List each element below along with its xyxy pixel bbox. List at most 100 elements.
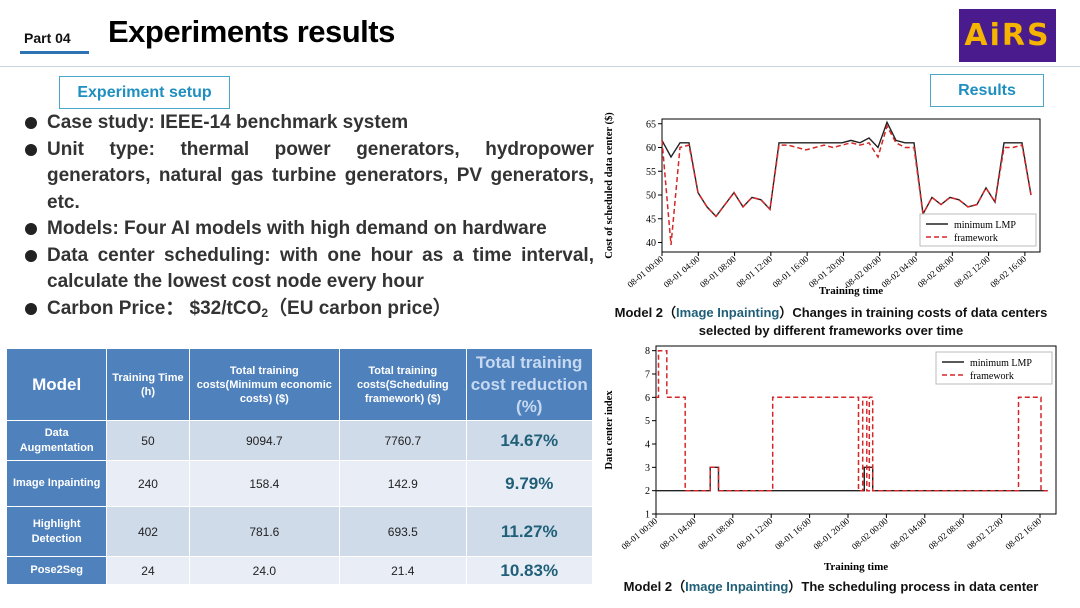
legend-label: framework <box>954 233 998 244</box>
cell-min-cost: 781.6 <box>188 506 341 557</box>
col-header-training-time: Training Time (h) <box>106 348 190 421</box>
cell-model: Image Inpainting <box>5 460 108 507</box>
cell-time: 240 <box>106 460 190 507</box>
cell-model: Pose2Seg <box>5 556 108 585</box>
cell-reduction: 9.79% <box>465 460 594 507</box>
x-tick-label: 08-02 04:00 <box>888 516 928 552</box>
table-row: Highlight Detection 402 781.6 693.5 11.2… <box>5 506 594 557</box>
x-tick-label: 08-01 12:00 <box>735 516 775 552</box>
y-tick-label: 65 <box>646 119 656 130</box>
x-tick-label: 08-01 08:00 <box>696 516 736 552</box>
chart1-caption-prefix: Model 2（ <box>614 305 677 320</box>
y-tick-label: 45 <box>646 214 656 225</box>
cell-framework-cost: 693.5 <box>339 506 467 557</box>
y-tick-label: 5 <box>645 416 650 427</box>
legend-box <box>935 351 1053 385</box>
series-framework-line <box>661 124 1032 245</box>
bullet-scheduling: Data center scheduling: with one hour as… <box>22 243 594 296</box>
y-tick-label: 50 <box>646 191 656 202</box>
plot-frame <box>661 118 1041 253</box>
x-tick-label: 08-01 12:00 <box>734 254 774 290</box>
cell-framework-cost: 7760.7 <box>339 420 467 461</box>
cell-min-cost: 158.4 <box>188 460 341 507</box>
series-min-lmp-line <box>656 466 1048 492</box>
x-tick-label: 08-01 00:00 <box>619 516 659 552</box>
x-tick-label: 08-02 08:00 <box>927 516 967 552</box>
cell-model: Data Augmentation <box>5 420 108 461</box>
cell-reduction: 10.83% <box>465 556 594 585</box>
part-label: Part 04 <box>24 30 71 46</box>
y-tick-label: 3 <box>645 463 650 474</box>
y-tick-label: 40 <box>646 238 656 249</box>
y-tick-label: 8 <box>645 346 650 357</box>
x-axis-label: Training time <box>819 285 883 297</box>
table-row: Data Augmentation 50 9094.7 7760.7 14.67… <box>5 420 594 461</box>
cell-time: 50 <box>106 420 190 461</box>
y-tick-label: 6 <box>645 393 650 404</box>
x-tick-label: 08-02 12:00 <box>965 516 1005 552</box>
x-tick-label: 08-02 16:00 <box>988 254 1028 290</box>
chart1-caption: Model 2（Image Inpainting）Changes in trai… <box>596 304 1066 340</box>
y-axis-label: Cost of scheduled data center ($) <box>604 112 615 259</box>
x-tick-label: 08-01 16:00 <box>770 254 810 290</box>
experiment-setup-label: Experiment setup <box>59 76 230 109</box>
table-row: Image Inpainting 240 158.4 142.9 9.79% <box>5 460 594 507</box>
chart1-caption-highlight: Image Inpainting <box>676 305 780 320</box>
results-label: Results <box>930 74 1044 107</box>
x-tick-label: 08-01 04:00 <box>658 516 698 552</box>
cell-framework-cost: 142.9 <box>339 460 467 507</box>
y-tick-label: 4 <box>645 440 650 451</box>
carbon-price-prefix: Carbon Price： $32/tCO <box>47 297 262 319</box>
page-title: Experiments results <box>108 14 395 49</box>
results-table: Model Training Time (h) Total training c… <box>5 348 594 585</box>
cell-min-cost: 24.0 <box>188 556 341 585</box>
y-tick-label: 60 <box>646 143 656 154</box>
x-tick-label: 08-01 04:00 <box>662 254 702 290</box>
table-header-row: Model Training Time (h) Total training c… <box>5 348 594 421</box>
y-tick-label: 7 <box>645 370 650 381</box>
legend-label: minimum LMP <box>954 220 1016 231</box>
cell-time: 402 <box>106 506 190 557</box>
bullet-models: Models: Four AI models with high demand … <box>22 216 594 243</box>
cell-reduction: 11.27% <box>465 506 594 557</box>
chart2-caption-suffix: ）The scheduling process in data center <box>788 579 1039 594</box>
chart2-caption: Model 2（Image Inpainting）The scheduling … <box>596 578 1066 596</box>
x-tick-label: 08-02 16:00 <box>1003 516 1043 552</box>
cell-time: 24 <box>106 556 190 585</box>
plot-frame <box>655 345 1057 515</box>
chart2-caption-prefix: Model 2（ <box>623 579 686 594</box>
legend-box <box>919 213 1037 247</box>
airs-logo: AiRS <box>959 9 1056 62</box>
x-axis-label: Training time <box>824 561 888 573</box>
bullet-unit-type: Unit type: thermal power generators, hyd… <box>22 137 594 217</box>
logo-text: AiRS <box>964 18 1051 53</box>
part-underline <box>20 51 89 54</box>
bullet-case-study: Case study: IEEE-14 benchmark system <box>22 110 594 137</box>
carbon-price-subscript: 2 <box>261 305 269 320</box>
chart1-caption-suffix: ）Changes in training costs of data cente… <box>698 305 1048 338</box>
header-divider <box>0 66 1080 67</box>
legend-label: minimum LMP <box>970 358 1032 369</box>
y-tick-label: 2 <box>645 486 650 497</box>
x-tick-label: 08-01 20:00 <box>811 516 851 552</box>
y-axis-label: Data center index <box>604 390 615 470</box>
x-tick-label: 08-02 00:00 <box>850 516 890 552</box>
bullet-carbon-price: Carbon Price： $32/tCO2（EU carbon price） <box>22 296 594 327</box>
table-row: Pose2Seg 24 24.0 21.4 10.83% <box>5 556 594 585</box>
series-min-lmp-line <box>661 120 1032 218</box>
carbon-price-suffix: （EU carbon price） <box>268 297 452 319</box>
x-tick-label: 08-02 08:00 <box>916 254 956 290</box>
col-header-min-cost: Total training costs(Minimum economic co… <box>188 348 341 421</box>
y-tick-label: 55 <box>646 167 656 178</box>
col-header-framework-cost: Total training costs(Scheduling framewor… <box>339 348 467 421</box>
cell-model: Highlight Detection <box>5 506 108 557</box>
chart2-caption-highlight: Image Inpainting <box>685 579 789 594</box>
legend-label: framework <box>970 371 1014 382</box>
y-tick-label: 1 <box>645 510 650 521</box>
x-tick-label: 08-01 16:00 <box>773 516 813 552</box>
cell-min-cost: 9094.7 <box>188 420 341 461</box>
x-tick-label: 08-01 08:00 <box>698 254 738 290</box>
col-header-cost-reduction: Total training cost reduction (%) <box>465 348 594 421</box>
